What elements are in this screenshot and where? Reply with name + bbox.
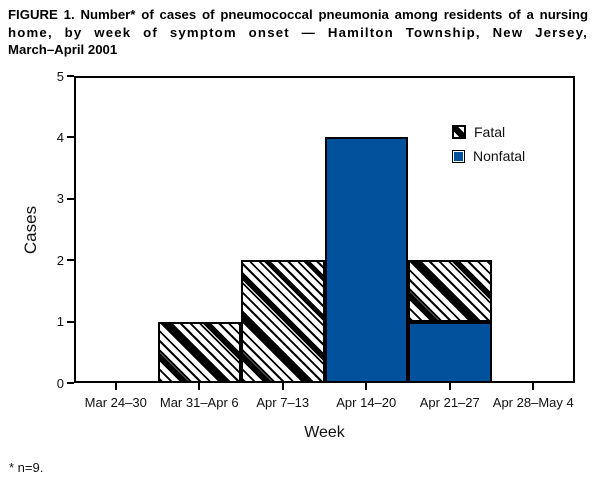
legend-item-nonfatal: Nonfatal — [452, 148, 526, 164]
figure-title-line2: home, by week of symptom onset — Hamilto… — [8, 24, 588, 40]
legend-item-fatal: Fatal — [452, 124, 525, 140]
x-tick-mark — [365, 383, 368, 390]
x-tick-label: Apr 14–20 — [336, 395, 397, 410]
fatal-hatch-swatch-icon — [452, 125, 466, 139]
y-tick-label: 2 — [56, 252, 64, 268]
y-tick-label: 5 — [56, 68, 64, 84]
legend: Fatal Nonfatal — [452, 124, 526, 173]
figure-title-line3: March–April 2001 — [8, 42, 118, 57]
x-tick-label: Mar 24–30 — [84, 395, 147, 410]
x-tick-label: Mar 31–Apr 6 — [159, 395, 239, 410]
figure-title-line1: FIGURE 1. Number* of cases of pneumococc… — [8, 7, 588, 22]
plot-area: 0 1 2 3 4 5 Mar 24–30 Mar 31–Apr 6 Apr 7–13 Apr 1… — [57, 69, 575, 410]
legend-label-fatal: Fatal — [474, 124, 506, 140]
y-tick-label: 4 — [56, 129, 64, 145]
y-tick-mark — [67, 75, 74, 77]
x-tick-label: Apr 28–May 4 — [492, 395, 574, 410]
x-tick-mark — [448, 383, 451, 390]
nonfatal-solid-swatch-icon — [452, 149, 465, 163]
y-tick-label: 3 — [56, 191, 64, 207]
x-tick-mark — [198, 383, 201, 390]
y-tick-label: 0 — [56, 375, 64, 391]
footnote: * n=9. — [9, 460, 44, 475]
y-tick-mark — [67, 259, 74, 262]
x-tick-mark — [532, 383, 535, 390]
bar-segment-nonfatal — [324, 137, 408, 383]
y-tick-mark — [67, 320, 74, 323]
bar-segment-fatal — [157, 321, 241, 383]
legend-label-nonfatal: Nonfatal — [473, 148, 526, 164]
y-axis-title: Cases — [21, 205, 40, 255]
x-tick-label: Apr 7–13 — [256, 395, 310, 410]
y-tick-mark — [67, 382, 74, 384]
x-axis-title: Week — [304, 424, 345, 441]
bar-segment-nonfatal — [408, 321, 492, 383]
bar-segment-fatal — [408, 260, 492, 322]
y-tick-label: 1 — [56, 314, 64, 330]
y-tick-mark — [67, 136, 74, 139]
x-tick-label: Apr 21–27 — [419, 395, 480, 410]
x-tick-mark — [114, 383, 117, 390]
x-tick-mark — [281, 383, 284, 390]
figure-title: FIGURE 1. Number* of cases of pneumococc… — [8, 6, 588, 59]
y-tick-mark — [67, 197, 74, 200]
bar-segment-fatal — [241, 260, 325, 383]
